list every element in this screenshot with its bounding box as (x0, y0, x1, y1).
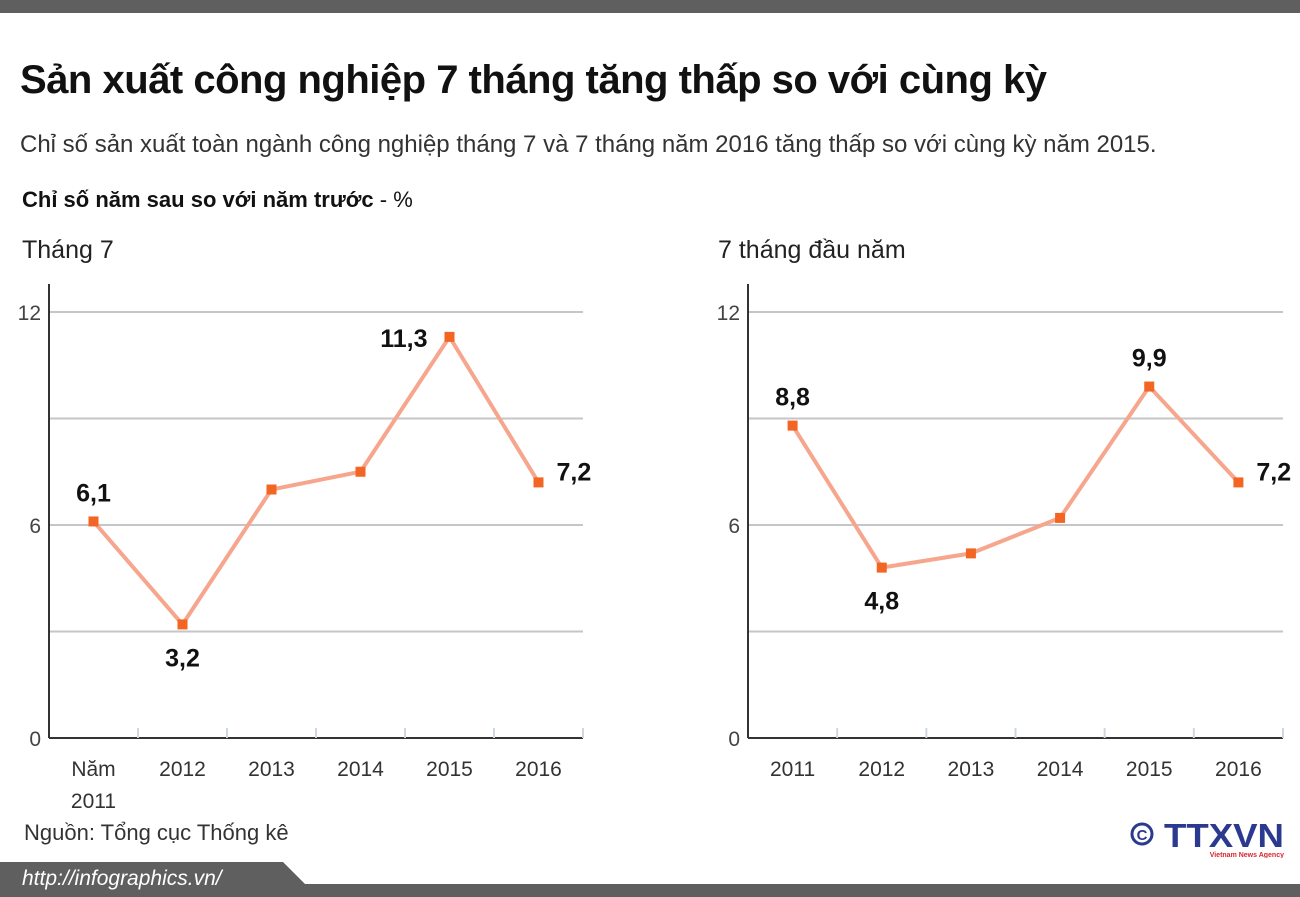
data-point (266, 484, 277, 495)
x-tick-label: 2011 (770, 758, 815, 781)
unit-label: Chỉ số năm sau so với năm trước - % (22, 187, 413, 213)
data-point (355, 466, 366, 477)
page-title: Sản xuất công nghiệp 7 tháng tăng thấp s… (20, 58, 1047, 102)
y-tick-label: 6 (29, 515, 41, 538)
chart-thang-7: 0 6 12 Năm 2011 2012 2013 2014 2015 2016 6,1 3,2 11,… (18, 284, 592, 813)
series-line (790, 383, 1240, 570)
y-tick-label: 0 (728, 728, 740, 751)
website-link[interactable]: http://infographics.vn/ (22, 867, 222, 890)
top-bar (0, 0, 1300, 13)
x-tick-label: 2016 (515, 758, 562, 781)
x-tick-label: 2015 (1126, 758, 1173, 781)
data-label: 7,2 (1256, 458, 1291, 486)
x-tick-label: 2014 (1037, 758, 1084, 781)
x-tick-label: 2016 (1215, 758, 1262, 781)
data-point (444, 331, 455, 342)
data-point (876, 562, 887, 573)
chart-7-thang-dau-nam: 0 6 12 2011 2012 2013 2014 2015 2016 8,8 4,8 9,9 7,2 (717, 284, 1291, 781)
x-tick-label: 2014 (337, 758, 384, 781)
series-line (91, 333, 541, 628)
y-tick-label: 6 (728, 515, 740, 538)
x-tick-label: Năm (71, 758, 115, 781)
chart-title-7-thang: 7 tháng đầu năm (718, 236, 906, 264)
data-point (1233, 477, 1244, 488)
data-point (787, 420, 798, 431)
x-tick-label: 2012 (858, 758, 905, 781)
y-tick-label: 12 (717, 302, 740, 325)
data-label: 4,8 (864, 588, 899, 616)
data-label: 11,3 (380, 325, 427, 353)
svg-text:TTXVN: TTXVN (1164, 818, 1284, 854)
subtitle: Chỉ số sản xuất toàn ngành công nghiệp t… (20, 131, 1157, 158)
x-tick-label: 2015 (426, 758, 473, 781)
data-point (1055, 512, 1066, 523)
data-point (965, 548, 976, 559)
source-note: Nguồn: Tổng cục Thống kê (24, 820, 289, 845)
y-tick-label: 12 (18, 302, 41, 325)
data-label: 3,2 (165, 644, 200, 672)
svg-text:Vietnam News Agency: Vietnam News Agency (1210, 852, 1284, 858)
data-label: 7,2 (557, 458, 592, 486)
data-point (1144, 381, 1155, 392)
unit-label-text: Chỉ số năm sau so với năm trước (22, 187, 374, 212)
footer-bar (0, 862, 1300, 897)
data-label: 8,8 (775, 384, 810, 412)
ttxvn-logo: C TTXVN Vietnam News Agency (1128, 817, 1288, 859)
x-tick-label: 2013 (248, 758, 295, 781)
svg-text:C: C (1137, 827, 1148, 844)
copyright-icon: C TTXVN Vietnam News Agency (1130, 817, 1284, 859)
data-label: 9,9 (1132, 345, 1167, 373)
data-label: 6,1 (76, 479, 111, 507)
data-point (177, 619, 188, 630)
data-point (88, 516, 99, 527)
x-tick-label: 2012 (159, 758, 206, 781)
chart-title-thang-7: Tháng 7 (22, 236, 114, 264)
x-tick-label: 2011 (71, 790, 116, 813)
x-tick-label: 2013 (948, 758, 995, 781)
unit-suffix: - % (373, 187, 413, 212)
data-point (533, 477, 544, 488)
y-tick-label: 0 (29, 728, 41, 751)
